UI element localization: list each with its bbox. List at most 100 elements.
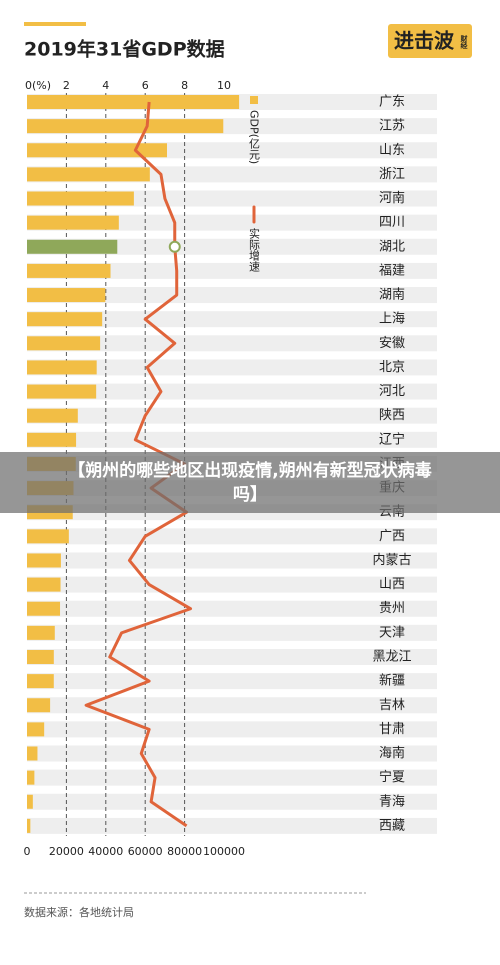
row-band (27, 600, 437, 617)
bar (27, 312, 103, 327)
category-label: 广西 (379, 529, 405, 544)
category-label: 山西 (379, 577, 405, 592)
bar (27, 215, 119, 230)
bar (27, 95, 240, 109)
bar (27, 577, 61, 592)
category-label: 四川 (379, 215, 405, 230)
category-label: 西藏 (379, 818, 405, 833)
bar (27, 288, 106, 303)
overlay-text: 【朔州的哪些地区出现疫情,朔州有新型冠状病毒吗】 (68, 460, 432, 505)
highlight-point (168, 240, 181, 253)
bar (27, 770, 35, 785)
bar (27, 432, 77, 447)
logo: 进击波 (394, 29, 455, 53)
row-band (27, 721, 437, 738)
logo-sub: 财经 (460, 34, 469, 50)
bar (27, 722, 45, 737)
legend-label: GDP(亿元) (248, 110, 261, 164)
category-label: 辽宁 (379, 431, 405, 447)
bar (27, 263, 111, 278)
row-band (27, 793, 437, 810)
bar (27, 818, 31, 833)
row-band (27, 528, 437, 545)
bar (27, 698, 51, 713)
row-band (27, 697, 437, 714)
bottom-tick-label: 80000 (167, 845, 202, 858)
legend-label: 实际增速 (248, 227, 261, 272)
bar (27, 625, 55, 640)
row-band (27, 287, 437, 304)
title-accent (24, 22, 86, 26)
category-label: 天津 (379, 625, 405, 640)
category-label: 吉林 (379, 698, 405, 713)
bar (27, 674, 54, 689)
category-label: 黑龙江 (372, 649, 411, 664)
category-label: 上海 (379, 312, 405, 327)
category-label: 福建 (379, 263, 405, 278)
bar (27, 336, 101, 351)
row-band (27, 214, 437, 231)
bar (27, 529, 69, 544)
category-label: 陕西 (379, 408, 405, 423)
category-label: 新疆 (379, 673, 405, 689)
row-band (27, 238, 437, 255)
top-tick-label: 8 (181, 79, 188, 92)
category-label: 山东 (379, 143, 405, 158)
category-label: 北京 (379, 360, 405, 375)
top-tick-label: 2 (63, 79, 70, 92)
bottom-tick-label: 60000 (128, 845, 163, 858)
category-label: 安徽 (379, 336, 405, 351)
bar (27, 239, 118, 254)
bottom-tick-label: 100000 (203, 845, 245, 858)
bottom-tick-label: 40000 (88, 845, 123, 858)
row-band (27, 335, 437, 352)
bar (27, 649, 54, 664)
category-label: 甘肃 (379, 722, 405, 737)
top-tick-label: 6 (142, 79, 149, 92)
bar (27, 601, 61, 616)
category-label: 贵州 (379, 601, 405, 616)
category-label: 内蒙古 (372, 552, 411, 568)
category-label: 宁夏 (379, 769, 405, 785)
legend-swatch (250, 96, 258, 104)
top-tick-label: 4 (102, 79, 109, 92)
row-band (27, 673, 437, 690)
category-label: 河南 (379, 190, 405, 206)
row-band (27, 576, 437, 593)
bar (27, 553, 61, 568)
row-band (27, 431, 437, 448)
bar (27, 794, 33, 809)
bar (27, 167, 150, 182)
category-label: 江苏 (379, 118, 405, 134)
category-label: 海南 (379, 745, 405, 761)
top-tick-label: 0(%) (25, 79, 51, 92)
row-band (27, 311, 437, 328)
bottom-tick-label: 20000 (49, 845, 84, 858)
row-band (27, 745, 437, 762)
bar (27, 384, 97, 399)
category-label: 河北 (379, 384, 405, 399)
logo-box (388, 24, 472, 58)
row-band (27, 552, 437, 569)
source: 数据来源：各地统计局 (24, 905, 134, 919)
bar (27, 119, 224, 134)
bar (27, 360, 97, 375)
row-band (27, 624, 437, 641)
category-label: 广东 (379, 95, 405, 110)
row-band (27, 817, 437, 834)
overlay-banner: 【朔州的哪些地区出现疫情,朔州有新型冠状病毒吗】 (0, 452, 500, 513)
bar (27, 191, 134, 206)
row-band (27, 262, 437, 279)
bar (27, 746, 38, 761)
chart-title: 2019年31省GDP数据 (24, 38, 225, 61)
row-band (27, 383, 437, 400)
category-label: 湖北 (379, 239, 405, 254)
row-band (27, 407, 437, 424)
category-label: 青海 (379, 794, 405, 809)
bar (27, 143, 168, 158)
category-label: 浙江 (379, 167, 405, 182)
row-band (27, 769, 437, 786)
category-label: 湖南 (379, 287, 405, 303)
top-tick-label: 10 (217, 79, 231, 92)
